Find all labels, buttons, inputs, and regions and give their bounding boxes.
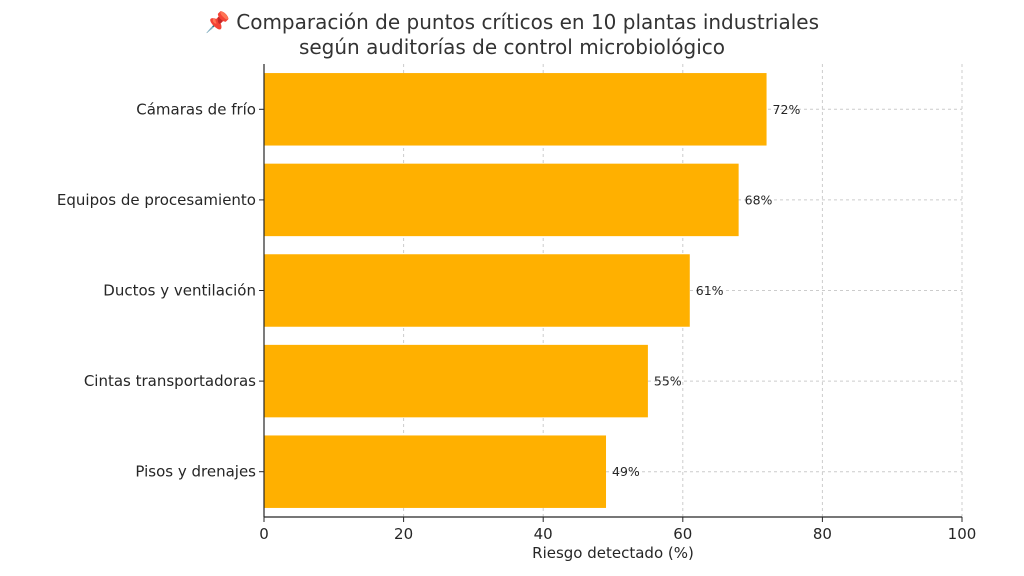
category-label: Cámaras de frío xyxy=(136,100,256,118)
x-tick-label: 100 xyxy=(948,525,977,543)
data-label: 72% xyxy=(773,102,801,117)
data-label: 55% xyxy=(654,374,682,389)
bar xyxy=(264,344,648,418)
axes-group xyxy=(259,64,963,522)
data-label: 61% xyxy=(696,283,724,298)
x-tick-label: 80 xyxy=(813,525,832,543)
data-label: 49% xyxy=(612,464,640,479)
bars-group xyxy=(264,73,767,508)
bar xyxy=(264,435,607,508)
category-label: Ductos y ventilación xyxy=(103,282,256,300)
x-tick-label: 40 xyxy=(534,525,553,543)
category-label: Cintas transportadoras xyxy=(84,372,256,390)
x-tick-label: 0 xyxy=(259,525,269,543)
labels-group: 0 20 40 60 80 100 Cámaras de frío 72% Equipos de… xyxy=(57,100,976,543)
chart-title-line-2: según auditorías de control microbiológi… xyxy=(298,35,726,59)
x-tick-label: 60 xyxy=(673,525,692,543)
x-axis-title: Riesgo detectado (%) xyxy=(532,544,694,562)
data-label: 68% xyxy=(745,192,773,207)
bar xyxy=(264,73,767,146)
bar xyxy=(264,163,739,237)
category-label: Pisos y drenajes xyxy=(135,463,256,481)
x-tick-label: 20 xyxy=(394,525,413,543)
chart-title: 📌 Comparación de puntos críticos en 10 p… xyxy=(0,10,1024,60)
chart-title-line-1: 📌 Comparación de puntos críticos en 10 p… xyxy=(204,10,820,34)
category-label: Equipos de procesamiento xyxy=(57,191,256,209)
bar xyxy=(264,254,690,327)
